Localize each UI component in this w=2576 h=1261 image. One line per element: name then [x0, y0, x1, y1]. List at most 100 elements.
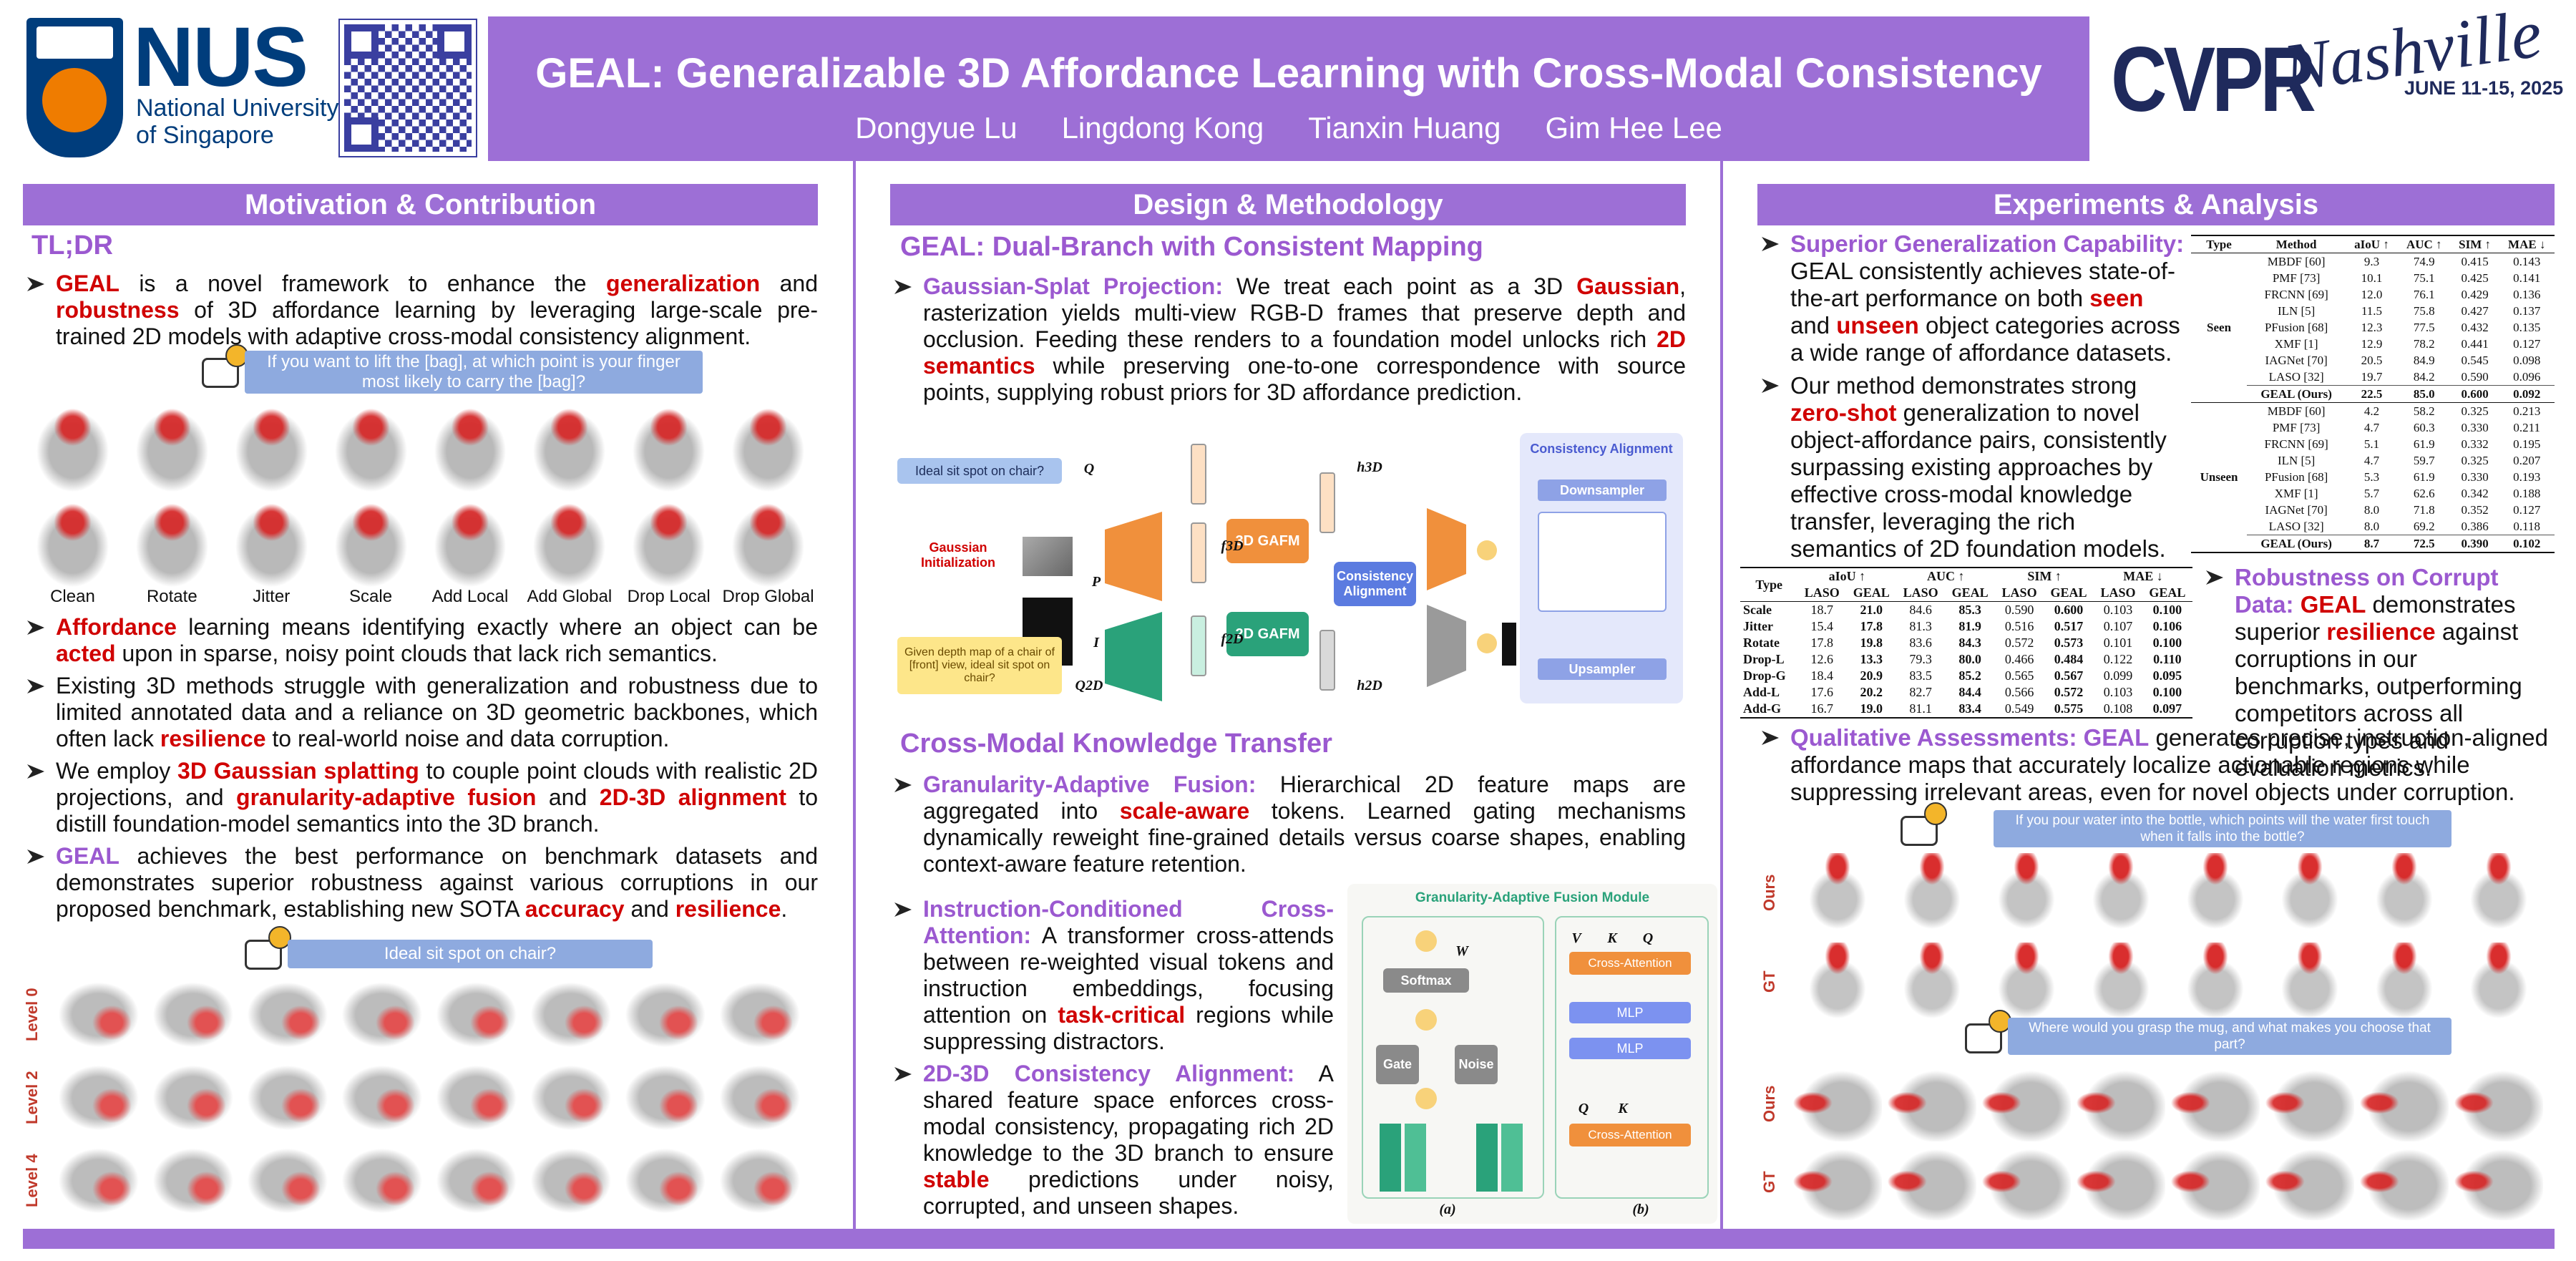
text-run: Our method demonstrates strong — [1790, 372, 2137, 399]
diagram-label: Upsampler — [1538, 658, 1667, 680]
table-cell: 0.545 — [2461, 353, 2489, 367]
column-header: aIoU ↑ — [2354, 237, 2389, 251]
table-row: Drop-L 12.6 13.3 79.3 80.0 0.466 0.484 0.122 0.1… — [1740, 651, 2192, 668]
table-cell: 81.1 — [1909, 701, 1932, 716]
highlight: resilience — [160, 726, 266, 751]
bullet-point: Qualitative Assessments: GEAL generates … — [1757, 724, 2555, 806]
speech-icon — [202, 344, 248, 388]
table-cell: 77.5 — [2413, 320, 2435, 334]
table-row: Drop-G 18.4 20.9 83.5 85.2 0.565 0.567 0.099 0.0… — [1740, 668, 2192, 684]
table-cell: 11.5 — [2361, 303, 2383, 318]
table-cell: ILN [5] — [2277, 453, 2316, 467]
point-cloud — [625, 1141, 714, 1220]
table-cell: 0.600 — [2450, 385, 2499, 403]
table-cell: 0.386 — [2461, 519, 2489, 533]
table-cell: 0.549 — [2004, 701, 2034, 716]
table-row: Unseen MBDF [60] 4.2 58.2 0.325 0.213 — [2191, 403, 2555, 485]
table-cell: 0.325 — [2461, 453, 2489, 467]
table-cell: 0.103 — [2103, 603, 2133, 617]
question-box: If you pour water into the bottle, which… — [1994, 810, 2451, 847]
diagram-label: Cross-Attention — [1569, 952, 1691, 975]
text-run: and — [760, 271, 819, 296]
bullet-point: GEAL achieves the best performance on be… — [23, 843, 818, 922]
point-cloud — [342, 975, 431, 1054]
table-cell: 72.5 — [2397, 535, 2451, 552]
point-cloud — [2171, 1064, 2260, 1141]
table-row: Jitter 15.4 17.8 81.3 81.9 0.516 0.517 0.107 0.1… — [1740, 618, 2192, 635]
notation: h3D — [1357, 459, 1382, 475]
diagram-shape — [1191, 444, 1206, 505]
corruption-label: Add Global — [527, 587, 613, 606]
table-cell: 69.2 — [2413, 519, 2435, 533]
table-cell: 84.2 — [2413, 369, 2435, 384]
point-cloud — [153, 975, 242, 1054]
table-cell: 0.567 — [2054, 668, 2084, 683]
point-cloud — [59, 1058, 147, 1137]
table-cell: 0.427 — [2461, 303, 2489, 318]
table-cell: 0.137 — [2513, 303, 2541, 318]
highlight: resilience — [2326, 618, 2436, 645]
table-cell: 0.213 — [2513, 404, 2541, 418]
table-cell: 85.3 — [1958, 603, 1981, 617]
notation: P — [1091, 573, 1101, 590]
text-run: and — [536, 784, 600, 810]
table-cell: 0.441 — [2461, 336, 2489, 351]
point-cloud — [2265, 1143, 2354, 1220]
table-row: GEAL (Ours) 22.5 85.0 0.600 0.092 — [2191, 385, 2555, 403]
table-group: Seen MBDF [60] 9.3 74.9 0.415 0.143 PMF [73] 10… — [2191, 253, 2555, 403]
table-cell: 85.2 — [1958, 668, 1981, 683]
column-header: Method — [2275, 237, 2317, 251]
highlight: Superior Generalization Capability: — [1790, 230, 2185, 257]
notation: f3D — [1221, 537, 1244, 554]
author: Lingdong Kong — [1061, 111, 1264, 145]
sub-header: GEAL — [2050, 585, 2087, 600]
highlight: Instruction-Conditioned Cross-Attention: — [923, 896, 1334, 948]
column-header: SIM ↑ — [2459, 237, 2492, 251]
column-header: Type — [2206, 237, 2232, 251]
point-cloud — [2454, 1064, 2543, 1141]
diagram-shape — [1319, 630, 1335, 691]
table-cell: 0.188 — [2513, 486, 2541, 500]
question-box: Where would you grasp the mug, and what … — [2008, 1018, 2451, 1055]
point-cloud — [59, 1141, 147, 1220]
table-cell: PFusion [68] — [2264, 320, 2328, 334]
point-cloud — [426, 402, 514, 492]
table-cell: 5.3 — [2363, 469, 2380, 484]
table-cell: 0.352 — [2461, 502, 2489, 517]
table-row: PMF [73] 10.1 75.1 0.425 0.141 — [2191, 270, 2555, 286]
point-cloud — [2077, 943, 2165, 1020]
table-cell: MBDF [60] — [2267, 254, 2326, 268]
diagram-label: Granularity-Adaptive Fusion Module — [1415, 890, 1650, 905]
table-cell: 61.9 — [2413, 469, 2435, 484]
table-group: Unseen MBDF [60] 4.2 58.2 0.325 0.213 PMF [73]… — [2191, 402, 2555, 552]
table-cell: 5.1 — [2363, 437, 2380, 451]
speech-icon — [1965, 1010, 2011, 1053]
point-cloud — [2171, 1143, 2260, 1220]
text-run: We employ — [56, 758, 178, 784]
table-cell: 0.108 — [2103, 701, 2133, 716]
point-cloud — [127, 402, 216, 492]
table-cell: PFusion [68] — [2264, 469, 2328, 484]
table-row: ILN [5] 11.5 75.8 0.427 0.137 — [2191, 303, 2555, 319]
diagram-label: Q — [1642, 930, 1654, 946]
qualitative-figure: If you pour water into the bottle, which… — [1757, 802, 2555, 1225]
table-cell: LASO [32] — [2268, 519, 2324, 533]
notation: Q — [1083, 460, 1095, 477]
table-row: PFusion [68] 12.3 77.5 0.432 0.135 — [2191, 319, 2555, 336]
point-cloud — [2360, 943, 2449, 1020]
point-cloud — [436, 975, 525, 1054]
column-header: MAE ↓ — [2123, 569, 2163, 583]
text-run: A shared feature space enforces cross-mo… — [923, 1061, 1335, 1166]
sub-header: LASO — [1903, 585, 1938, 600]
corruption-label: Rotate — [146, 587, 197, 606]
text-run: while preserving one-to-one corresponden… — [923, 353, 1686, 405]
point-cloud — [531, 975, 620, 1054]
point-cloud — [720, 1141, 809, 1220]
diagram-label: 3D GAFM — [1226, 519, 1309, 563]
point-cloud — [1982, 943, 2071, 1020]
conference-name: CVPR — [2111, 29, 2316, 131]
diagram-label: K — [1618, 1100, 1628, 1116]
highlight: robustness — [56, 297, 180, 323]
point-cloud — [625, 497, 713, 587]
highlight: Qualitative Assessments: GEAL — [1790, 724, 2150, 751]
